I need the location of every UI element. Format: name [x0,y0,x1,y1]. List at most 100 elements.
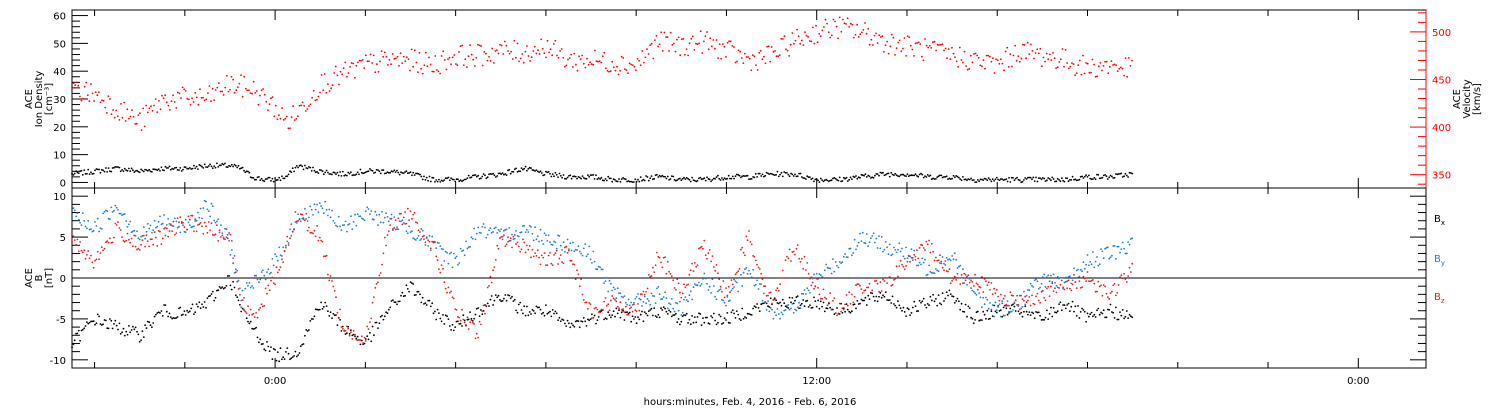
by-series-point [895,251,898,254]
bz-series-point [600,308,603,311]
bx-series-point [245,317,248,320]
bx-series-point [963,311,966,313]
density-series-point [796,175,799,178]
density-series-point [1123,175,1125,178]
velocity-series-point [437,70,440,73]
bx-series-point [169,316,172,318]
velocity-series-point [954,56,956,58]
velocity-series-point [759,49,762,52]
bx-series-point [886,299,888,301]
bx-series-point [127,325,130,327]
by-series-point [878,235,880,238]
bz-series-point [818,293,821,296]
density-series-point [1088,174,1090,177]
by-series-point [830,272,833,275]
by-series-point [1125,252,1128,255]
by-series-point [612,286,615,289]
bx-series-point [489,298,492,301]
density-series-point [264,178,267,181]
by-series-point [428,234,431,237]
density-series-point [1117,173,1120,175]
density-series-point [1100,177,1102,180]
bz-series-point [930,242,933,245]
bz-series-point [409,210,412,213]
velocity-series-point [429,63,432,66]
by-series-point [771,308,773,311]
density-series-point [111,167,114,169]
bx-series-point [540,313,543,315]
density-series-point [684,178,687,181]
velocity-series-point [195,96,198,99]
bz-series-point [321,240,324,243]
density-series-point [618,178,620,180]
bz-series-point [773,298,776,301]
velocity-series-point [962,61,964,64]
bz-series-point [876,282,879,285]
bx-series-point [404,294,406,297]
by-series-point [109,218,111,221]
velocity-series-point [240,74,242,77]
by-series-point [337,215,340,218]
bz-series-point [573,263,576,266]
velocity-series-point [1011,65,1013,68]
velocity-series-point [1052,52,1054,54]
bz-series-point [230,240,233,242]
by-series-point [348,223,351,225]
density-series-point [195,165,198,168]
bz-series-point [138,249,141,251]
bx-series-point [221,286,224,288]
bx-series-point [675,312,677,315]
by-series-point [783,309,786,312]
density-series-point [305,167,308,169]
bz-series-point [398,212,401,215]
velocity-series-point [137,114,140,116]
density-series-point [322,173,325,176]
density-series-point [444,177,447,180]
bz-series-point [936,259,939,262]
by-series-point [813,273,815,276]
by-series-point [794,308,796,311]
velocity-series-point [834,20,836,23]
velocity-series-point [551,54,554,57]
bz-series-point [767,294,769,297]
bz-series-point [1035,295,1037,298]
by-series-point [849,247,852,250]
bz-series-point [1055,291,1058,294]
bx-series-point [1128,313,1131,316]
by-series-point [897,248,899,251]
by-series-point [490,231,493,234]
bz-series-point [698,247,700,250]
by-series-point [685,299,688,301]
bx-series-point [661,309,664,311]
by-series-point [83,220,86,222]
bz-series-point [1127,275,1129,277]
bz-series-point [73,239,76,242]
velocity-series-point [380,50,383,52]
velocity-series-point [579,58,582,60]
bx-series-point [346,332,348,335]
bz-series-point [704,254,707,256]
bx-series-point [369,331,371,334]
bz-series-point [712,266,715,268]
by-series-point [392,229,394,232]
by-series-point [387,220,390,223]
bz-series-point [1100,284,1102,287]
time-tick-label: 12:00 [802,376,831,387]
bx-series-point [650,307,653,310]
velocity-series-point [499,43,501,46]
density-series-point [389,171,392,174]
bz-series-point [890,284,893,287]
density-series-point [668,179,670,181]
density-series-point [306,167,309,170]
velocity-series-point [1033,57,1035,60]
bx-series-point [279,347,282,350]
by-series-point [203,199,206,202]
by-series-point [926,273,929,276]
bx-series-point [918,299,921,302]
density-series-point [94,169,96,172]
velocity-series-point [554,39,557,42]
by-series-point [1106,246,1109,249]
by-series-point [360,217,363,220]
by-series-point [622,296,624,299]
bz-series-point [397,217,400,220]
